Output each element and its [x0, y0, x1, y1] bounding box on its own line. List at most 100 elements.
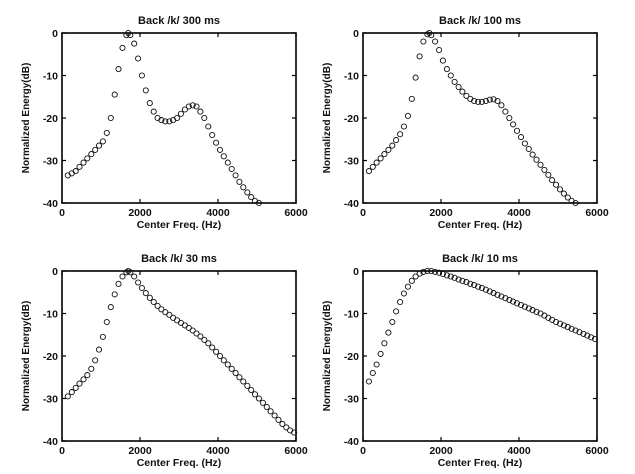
data-point — [213, 348, 220, 355]
y-tick-label: -10 — [344, 71, 359, 83]
y-axis-label: Normalized Energy(dB) — [21, 301, 32, 412]
data-point — [416, 270, 423, 277]
data-point — [428, 32, 435, 39]
data-point — [513, 300, 521, 307]
data-point — [228, 365, 235, 372]
chart-title: Back /k/ 30 ms — [141, 253, 217, 265]
data-point — [95, 346, 103, 353]
data-point — [84, 155, 91, 162]
y-tick-label: -30 — [43, 394, 58, 406]
y-tick-label: -10 — [344, 309, 359, 321]
data-point — [404, 283, 411, 290]
data-point — [506, 114, 513, 122]
data-point — [412, 74, 419, 81]
data-point — [385, 329, 392, 336]
data-point — [525, 305, 532, 312]
x-tick-label: 6000 — [585, 207, 609, 219]
data-point — [521, 140, 528, 147]
data-point — [88, 151, 95, 158]
data-point — [385, 146, 392, 153]
data-point — [72, 168, 79, 175]
x-tick-label: 0 — [59, 445, 65, 457]
data-point — [416, 53, 423, 60]
y-tick-label: -20 — [344, 351, 359, 363]
data-point — [486, 288, 493, 295]
data-point — [455, 276, 462, 283]
data-point — [381, 340, 388, 347]
data-point — [99, 333, 106, 340]
data-point — [201, 114, 208, 122]
data-point — [572, 327, 579, 334]
data-point — [377, 155, 384, 162]
y-tick-label: -30 — [43, 156, 58, 168]
data-point — [369, 163, 376, 170]
data-point — [377, 350, 384, 357]
data-point — [193, 330, 200, 337]
data-point — [412, 273, 419, 280]
data-point — [201, 336, 208, 343]
data-point — [80, 376, 87, 383]
data-point — [135, 55, 142, 62]
data-point — [494, 291, 501, 298]
data-point — [591, 335, 599, 343]
data-point — [115, 66, 122, 73]
x-tick-label: 4000 — [206, 207, 230, 219]
data-point — [150, 298, 157, 306]
data-point — [537, 161, 544, 168]
data-point — [103, 318, 110, 326]
data-point — [365, 168, 372, 175]
data-point — [275, 416, 282, 423]
chart-title: Back /k/ 10 ms — [442, 253, 518, 265]
data-point — [439, 57, 446, 64]
data-point — [513, 127, 521, 134]
data-point — [84, 372, 91, 379]
data-point — [107, 304, 114, 311]
chart-panel-3: Back /k/ 30 ms 0 2000 4000 6000 0 -10 -20 -30 -40… — [21, 253, 308, 469]
data-point — [420, 268, 427, 275]
x-axis-label: Center Freq. (Hz) — [137, 219, 222, 231]
data-point — [76, 380, 83, 387]
data-point — [471, 281, 478, 289]
plot-frame — [362, 270, 598, 442]
data-point — [529, 151, 536, 158]
data-point — [369, 369, 376, 377]
data-point — [216, 146, 224, 153]
data-point — [439, 270, 446, 278]
data-point — [482, 97, 489, 105]
y-tick-label: -20 — [43, 113, 58, 125]
data-point — [220, 153, 227, 160]
data-point — [80, 159, 87, 166]
y-tick-label: -40 — [43, 198, 58, 210]
y-tick-label: 0 — [52, 28, 58, 40]
data-point — [420, 38, 427, 45]
data-point — [162, 118, 169, 125]
data-point — [103, 129, 110, 136]
data-point — [560, 190, 567, 197]
data-point — [154, 302, 161, 309]
data-point — [111, 291, 118, 298]
data-point — [189, 327, 196, 334]
chart-panel-2: Back /k/ 100 ms 0 2000 4000 6000 0 -10 -20 -30 -4… — [322, 15, 609, 231]
data-point — [552, 181, 560, 188]
data-point — [436, 269, 443, 276]
y-tick-label: -40 — [43, 436, 58, 448]
data-point — [588, 334, 595, 341]
data-point — [494, 97, 501, 105]
x-tick-label: 2000 — [429, 445, 453, 457]
data-point — [580, 330, 587, 337]
data-point — [248, 194, 255, 201]
plot-frame — [61, 270, 297, 442]
data-point — [146, 294, 153, 301]
data-point — [517, 301, 525, 309]
x-tick-label: 6000 — [284, 445, 308, 457]
data-point — [502, 295, 509, 302]
data-point — [389, 142, 396, 149]
data-point — [478, 284, 485, 292]
data-point — [131, 40, 138, 47]
data-point — [506, 296, 513, 303]
data-point — [424, 267, 431, 275]
data-point — [490, 96, 497, 103]
data-point — [502, 108, 509, 115]
data-point — [432, 38, 439, 45]
data-point — [404, 112, 411, 119]
